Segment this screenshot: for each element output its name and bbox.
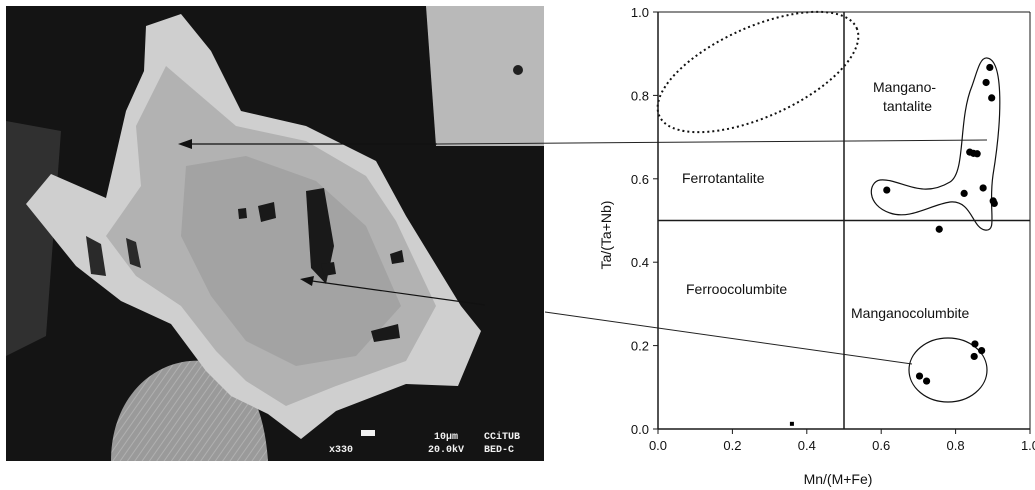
data-point <box>970 352 978 361</box>
data-point <box>971 340 979 348</box>
y-tick-label: 0.4 <box>631 255 649 270</box>
data-point <box>935 225 943 233</box>
sem-lab-label: CCiTUB <box>484 431 520 443</box>
sem-grain-upper-right <box>426 6 544 146</box>
sem-inclusion <box>371 324 400 342</box>
field-outlines <box>656 10 1001 403</box>
field-label-manganocolumbite: Manganocolumbite <box>851 305 970 321</box>
sem-inclusion <box>306 188 334 284</box>
field-label-manganotantalite-1: Mangano- <box>873 79 936 95</box>
sem-magnification: x330 <box>329 445 353 456</box>
data-point <box>922 377 931 385</box>
connector-line-upper <box>436 139 988 145</box>
arrowhead-upper <box>178 139 192 149</box>
sem-inclusion <box>258 202 276 222</box>
data-point <box>986 63 994 72</box>
data-point <box>883 186 891 194</box>
y-tick-label: 0.0 <box>631 422 649 437</box>
sem-pore <box>513 65 523 75</box>
data-point <box>915 372 924 380</box>
manganocolumbite-field-outline <box>908 337 988 403</box>
sem-inclusion <box>126 238 141 268</box>
data-point <box>990 199 998 208</box>
arrow-line-lower <box>311 280 486 306</box>
y-axis-ticks: 0.0 0.2 0.4 0.6 0.8 1.0 <box>631 5 658 437</box>
plot-axes <box>657 11 1031 430</box>
sem-scale-label: 10µm <box>434 432 458 443</box>
sem-image-drawing: x330 10µm CCiTUB 20.0kV BED-C <box>6 6 544 461</box>
field-label-manganotantalite-2: tantalite <box>883 98 932 114</box>
x-tick-label: 1.0 <box>1021 438 1035 453</box>
y-axis-title: Ta/(Ta+Nb) <box>598 201 614 270</box>
x-tick-label: 0.4 <box>798 438 816 453</box>
dotted-field-ellipse <box>656 10 860 134</box>
x-tick-label: 0.2 <box>723 438 741 453</box>
data-point-marker-small <box>789 421 794 426</box>
ta-nb-quadrilateral: 0.0 0.2 0.4 0.6 0.8 1.0 0.0 0.2 0.4 0.6 0.8 1.0 Mn… <box>598 5 1035 487</box>
x-axis-title: Mn/(M+Fe) <box>804 471 873 487</box>
data-point <box>979 184 987 192</box>
data-point <box>960 189 968 197</box>
data-point <box>973 150 981 158</box>
y-tick-label: 0.6 <box>631 172 649 187</box>
x-tick-label: 0.0 <box>649 438 667 453</box>
data-point <box>988 94 996 102</box>
field-label-ferrocolumbite: Ferroocolumbite <box>686 281 787 297</box>
y-tick-label: 0.8 <box>631 88 649 103</box>
sem-micrograph: x330 10µm CCiTUB 20.0kV BED-C <box>6 6 544 461</box>
sem-crystal-core <box>181 156 401 366</box>
sem-inclusion <box>238 208 247 219</box>
y-tick-label: 1.0 <box>631 5 649 20</box>
y-tick-label: 0.2 <box>631 339 649 354</box>
arrowhead-lower <box>300 276 314 286</box>
sem-inclusion <box>321 262 336 276</box>
x-tick-label: 0.6 <box>872 438 890 453</box>
data-point <box>982 78 990 87</box>
data-point <box>978 347 986 355</box>
scale-bar <box>361 430 375 436</box>
sem-detector-label: BED-C <box>484 445 514 456</box>
connector-line-lower <box>544 311 913 365</box>
sem-voltage-label: 20.0kV <box>428 444 464 456</box>
sem-inclusion <box>86 236 106 276</box>
field-label-ferrotantalite: Ferrotantalite <box>682 170 765 186</box>
x-tick-label: 0.8 <box>947 438 965 453</box>
x-axis-ticks: 0.0 0.2 0.4 0.6 0.8 1.0 <box>649 429 1035 453</box>
sem-inclusion <box>390 250 404 264</box>
connector-lines <box>178 139 988 365</box>
data-points <box>789 63 998 426</box>
manganotantalite-field-outline <box>870 57 1001 231</box>
